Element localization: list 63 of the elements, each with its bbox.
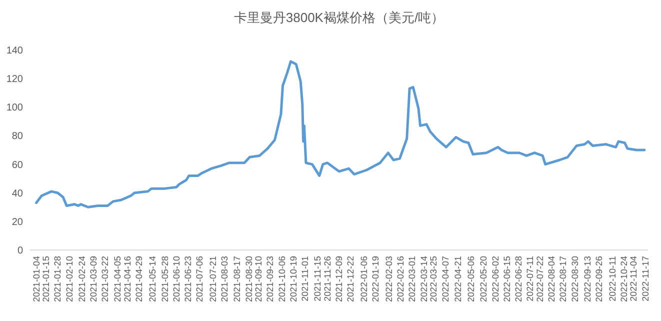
x-tick-label: 2022-08-04 bbox=[546, 256, 557, 302]
x-tick-label: 2021-02-24 bbox=[76, 256, 87, 302]
x-tick-label: 2021-11-26 bbox=[322, 256, 332, 302]
x-tick-label: 2022-10-24 bbox=[618, 256, 629, 302]
x-tick-label: 2021-05-14 bbox=[147, 256, 158, 302]
y-tick-label: 140 bbox=[6, 46, 24, 56]
x-tick-label: 2022-04-21 bbox=[452, 256, 463, 302]
x-tick-label: 2022-02-03 bbox=[384, 256, 394, 302]
x-tick-label: 2021-04-29 bbox=[134, 256, 144, 302]
x-tick-label: 2021-06-23 bbox=[183, 256, 194, 302]
y-tick-label: 120 bbox=[6, 74, 24, 86]
y-tick-label: 20 bbox=[12, 216, 24, 228]
chart-title: 卡里曼丹3800K褐煤价格（美元/吨） bbox=[234, 10, 444, 25]
x-tick-label: 2022-08-30 bbox=[570, 256, 580, 302]
y-tick-label: 40 bbox=[12, 188, 24, 200]
line-series bbox=[35, 60, 646, 208]
x-tick-label: 2021-04-05 bbox=[112, 256, 123, 302]
x-tick-label: 2022-06-15 bbox=[502, 256, 512, 302]
x-tick-label: 2022-05-06 bbox=[466, 256, 476, 302]
x-tick-label: 2021-08-30 bbox=[244, 256, 254, 302]
x-tick-label: 2022-01-06 bbox=[359, 256, 370, 302]
x-tick-label: 2021-07-06 bbox=[194, 256, 205, 302]
x-tick-label: 2021-12-09 bbox=[334, 256, 344, 302]
x-tick-label: 2022-03-01 bbox=[407, 256, 418, 302]
y-tick-label: 0 bbox=[17, 246, 24, 256]
y-tick-label: 60 bbox=[12, 160, 24, 171]
x-tick-label: 2022-11-17 bbox=[640, 256, 650, 302]
x-tick-label: 2022-03-14 bbox=[418, 256, 429, 302]
x-tick-label: 2022-03-25 bbox=[428, 256, 439, 302]
x-tick-label: 2021-03-09 bbox=[88, 256, 98, 302]
x-tick-label: 2021-12-22 bbox=[346, 256, 356, 302]
x-tick-label: 2021-11-01 bbox=[300, 256, 310, 302]
x-tick-label: 2021-06-10 bbox=[171, 256, 182, 302]
x-tick-label: 2021-03-22 bbox=[100, 256, 110, 302]
x-tick-label: 2021-09-23 bbox=[265, 256, 276, 302]
x-tick-label: 2022-01-19 bbox=[370, 256, 381, 302]
x-tick-label: 2021-01-28 bbox=[52, 256, 63, 302]
x-tick-label: 2021-01-04 bbox=[31, 256, 42, 302]
x-tick-label: 2021-08-03 bbox=[220, 256, 230, 302]
x-tick-label: 2022-06-02 bbox=[490, 256, 500, 302]
x-tick-label: 2021-05-28 bbox=[160, 256, 170, 302]
x-tick-label: 2022-02-16 bbox=[396, 256, 406, 302]
x-tick-label: 2022-09-26 bbox=[594, 256, 604, 302]
x-tick-label: 2021-09-10 bbox=[254, 256, 264, 302]
x-tick-label: 2022-10-11 bbox=[607, 256, 618, 302]
x-tick-label: 2022-11-04 bbox=[628, 256, 639, 302]
x-tick-label: 2021-07-21 bbox=[208, 256, 218, 302]
x-tick-label: 2021-01-15 bbox=[41, 256, 52, 302]
y-tick-label: 100 bbox=[6, 102, 24, 114]
x-tick-label: 2021-08-17 bbox=[232, 256, 242, 302]
x-tick-label: 2021-10-19 bbox=[288, 256, 298, 302]
x-tick-label: 2021-10-06 bbox=[276, 256, 287, 302]
y-tick-label: 80 bbox=[12, 131, 24, 142]
x-tick-label: 2022-06-28 bbox=[514, 256, 524, 302]
x-tick-label: 2022-09-13 bbox=[582, 256, 592, 302]
x-tick-label: 2022-05-20 bbox=[478, 256, 489, 302]
x-tick-label: 2022-07-22 bbox=[534, 256, 545, 302]
x-tick-label: 2022-04-07 bbox=[440, 256, 450, 302]
x-tick-label: 2021-11-15 bbox=[312, 256, 323, 302]
x-tick-label: 2022-08-17 bbox=[558, 256, 568, 302]
x-tick-label: 2021-04-16 bbox=[122, 256, 132, 302]
x-tick-label: 2022-07-11 bbox=[525, 256, 536, 302]
x-tick-label: 2021-02-10 bbox=[64, 256, 74, 302]
